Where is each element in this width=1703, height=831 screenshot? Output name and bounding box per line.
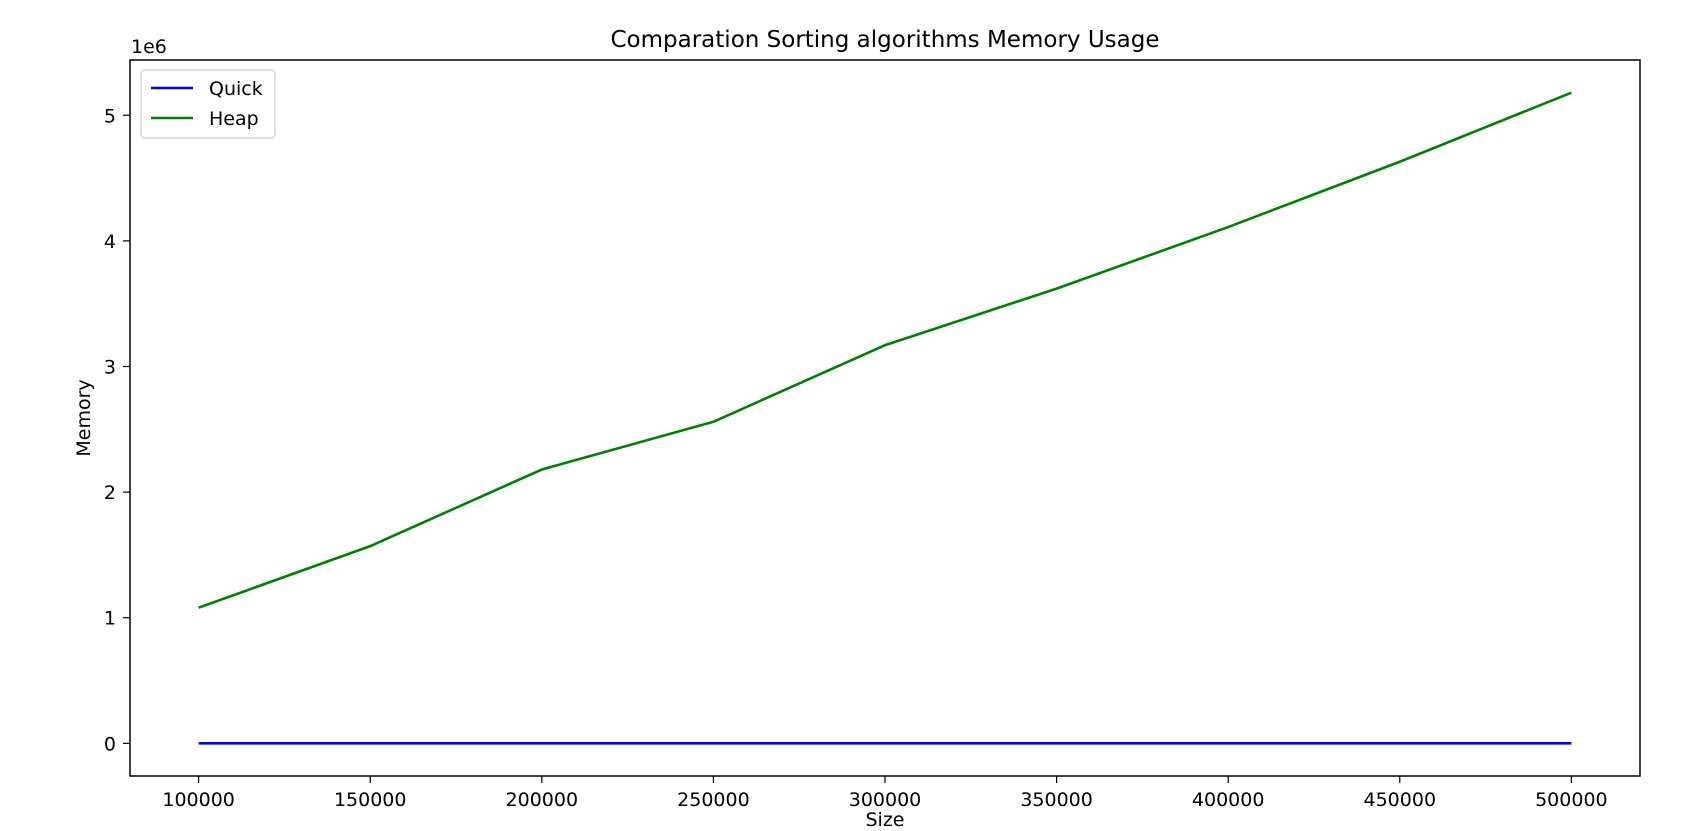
y-axis-ticks: 0 1 2 3 4 5 [104,105,130,755]
x-tick-label: 150000 [334,789,407,811]
x-tick-label: 300000 [849,789,922,811]
x-tick-label: 200000 [506,789,579,811]
y-axis-label: Memory [73,379,95,456]
x-axis-ticks: 100000 150000 200000 250000 300000 350000 4000… [162,776,1608,811]
x-axis-label: Size [865,809,904,831]
series-line-heap [198,91,1572,609]
x-tick-label: 450000 [1364,789,1437,811]
y-tick-label: 4 [104,231,116,253]
x-tick-label: 500000 [1535,789,1608,811]
legend-label: Heap [209,108,259,130]
y-tick-label: 1 [104,608,116,630]
y-tick-label: 5 [104,105,116,127]
x-tick-label: 400000 [1192,789,1265,811]
chart-title: Comparation Sorting algorithms Memory Us… [611,27,1160,53]
legend-label: Quick [209,78,263,100]
y-offset-label: 1e6 [131,36,167,58]
x-tick-label: 350000 [1020,789,1093,811]
x-tick-label: 100000 [162,789,235,811]
plot-lines [198,91,1572,745]
legend: Quick Heap [140,69,276,139]
y-tick-label: 3 [104,356,116,378]
y-tick-label: 0 [104,733,116,755]
x-tick-label: 250000 [677,789,750,811]
y-tick-label: 2 [104,482,116,504]
